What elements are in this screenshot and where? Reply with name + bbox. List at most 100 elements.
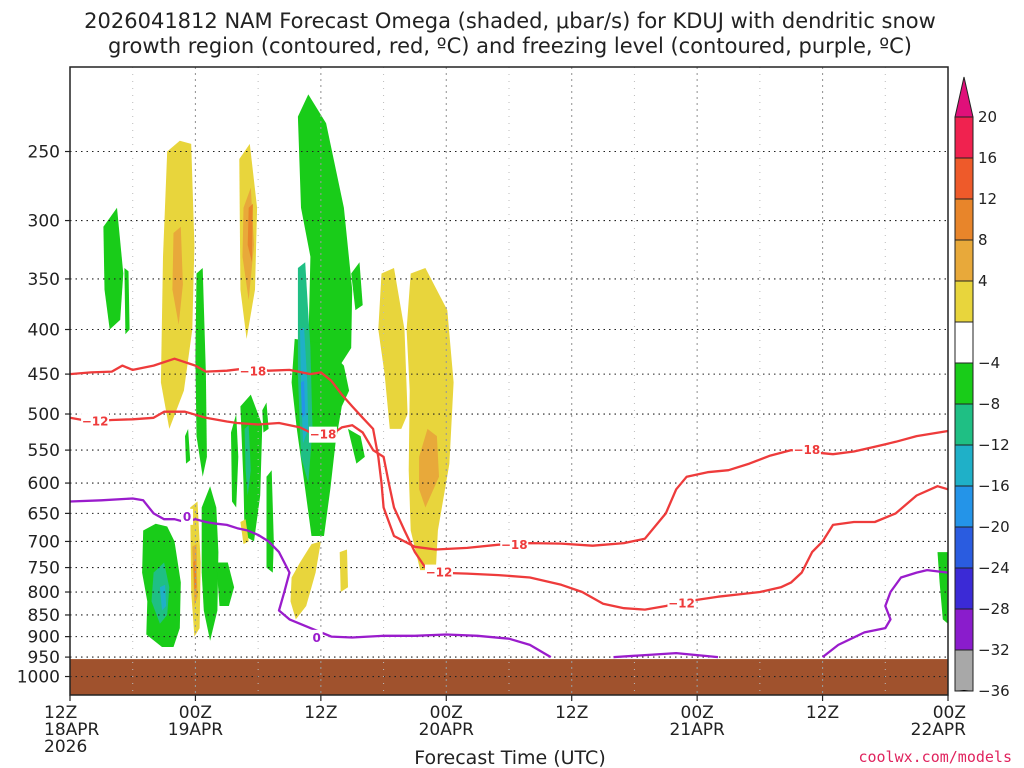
omega-region — [240, 394, 263, 542]
y-tick-label: 450 — [28, 365, 60, 385]
red-contour-line — [69, 357, 949, 551]
omega-region — [419, 428, 439, 508]
colorbar-label: −28 — [978, 600, 1010, 618]
omega-region — [297, 94, 353, 375]
colorbar-label: 8 — [978, 231, 988, 249]
colorbar-segment — [954, 485, 974, 528]
colorbar-segment — [954, 362, 974, 405]
grid-lines — [70, 67, 948, 695]
y-tick-label: 700 — [28, 532, 60, 552]
colorbar-segment — [954, 444, 974, 487]
y-tick-label: 900 — [28, 628, 60, 648]
temperature-contours: −18 −18 −18 −18 −12 −12 −12 0 0 — [69, 357, 949, 659]
contour-label-bg — [667, 595, 696, 612]
contour-label-bg — [308, 426, 337, 443]
colorbar-label: −16 — [978, 477, 1010, 495]
omega-region — [103, 207, 124, 330]
contour-label: −12 — [668, 597, 695, 611]
omega-region — [301, 380, 306, 418]
y-tick-label: 800 — [28, 583, 60, 603]
x-axis-label: Forecast Time (UTC) — [414, 747, 605, 768]
y-tick-label: 850 — [28, 606, 60, 626]
purple-contour-line — [821, 568, 949, 659]
colorbar-segment — [954, 239, 974, 282]
colorbar-segment — [954, 116, 974, 159]
colorbar-top-cap — [954, 76, 974, 118]
contour-label: 0 — [183, 510, 191, 524]
omega-region — [151, 562, 170, 624]
contour-label-bg — [181, 508, 194, 525]
colorbar-label: −8 — [978, 395, 1000, 413]
omega-region — [240, 519, 249, 545]
colorbar-label: 16 — [978, 149, 997, 167]
omega-region — [406, 268, 454, 571]
y-axis-ticks: 2503003504004505005506006507007508008509… — [17, 143, 70, 688]
y-tick-label: 950 — [28, 648, 60, 668]
colorbar-segment — [954, 567, 974, 610]
colorbar-bottom-cap — [955, 690, 973, 691]
omega-region — [172, 226, 183, 325]
omega-region — [378, 268, 408, 429]
omega-region — [351, 262, 363, 311]
contour-label: 0 — [312, 631, 320, 645]
contour-label: −18 — [794, 443, 821, 457]
colorbar-label: −20 — [978, 518, 1010, 536]
y-tick-label: 500 — [28, 405, 60, 425]
colorbar-segment — [954, 649, 974, 692]
omega-region — [185, 428, 191, 464]
y-tick-label: 350 — [28, 270, 60, 290]
x-tick-label: 22APR — [911, 720, 967, 740]
contour-label-bg — [238, 363, 267, 380]
y-tick-label: 750 — [28, 559, 60, 579]
y-tick-label: 1000 — [17, 668, 60, 688]
contour-label: −18 — [501, 538, 528, 552]
contour-label-bg — [310, 629, 323, 646]
x-tick-label: 19APR — [168, 720, 224, 740]
purple-contour-line — [69, 497, 552, 659]
omega-region — [266, 470, 274, 573]
contour-label: −18 — [240, 365, 267, 379]
colorbar-label: −4 — [978, 354, 1000, 372]
y-tick-label: 250 — [28, 143, 60, 163]
colorbar-label: −36 — [978, 682, 1010, 700]
omega-region — [216, 562, 235, 606]
x-tick-label: 12Z — [555, 703, 588, 723]
colorbar-segment — [954, 403, 974, 446]
colorbar-label: −12 — [978, 436, 1010, 454]
x-tick-label: 18APR — [44, 720, 100, 740]
colorbar-label: −32 — [978, 641, 1010, 659]
x-tick-label: 2026 — [44, 737, 87, 757]
colorbar: 20 16 12 8 4 −4 −8 −12 −16 −20 −24 −28 −32 −36 — [954, 76, 1010, 700]
x-tick-label: 12Z — [806, 703, 839, 723]
x-tick-label: 00Z — [430, 703, 463, 723]
colorbar-segment — [954, 526, 974, 569]
colorbar-label: 12 — [978, 190, 997, 208]
plot-frame — [69, 66, 949, 696]
omega-region — [124, 268, 130, 335]
y-tick-label: 400 — [28, 321, 60, 341]
omega-region — [201, 486, 219, 641]
contour-label: −12 — [426, 566, 453, 580]
chart-title-line2: growth region (contoured, red, ºC) and f… — [108, 34, 912, 58]
omega-region — [937, 552, 948, 624]
omega-region — [262, 402, 269, 433]
x-tick-label: 12Z — [44, 703, 77, 723]
ground-surface — [70, 659, 948, 695]
omega-shading — [103, 94, 948, 647]
colorbar-segment — [954, 608, 974, 651]
omega-region — [193, 559, 197, 590]
y-tick-label: 650 — [28, 504, 60, 524]
contour-label-bg — [792, 442, 821, 459]
omega-region — [290, 541, 321, 620]
contour-label-bg — [424, 564, 453, 581]
y-tick-label: 600 — [28, 474, 60, 494]
chart-title-line1: 2026041812 NAM Forecast Omega (shaded, μ… — [84, 9, 936, 33]
y-tick-label: 300 — [28, 212, 60, 232]
contour-label: −12 — [82, 415, 109, 429]
colorbar-label: 20 — [978, 108, 997, 126]
purple-contour-line — [613, 651, 719, 659]
x-tick-label: 12Z — [304, 703, 337, 723]
omega-region — [247, 203, 253, 263]
